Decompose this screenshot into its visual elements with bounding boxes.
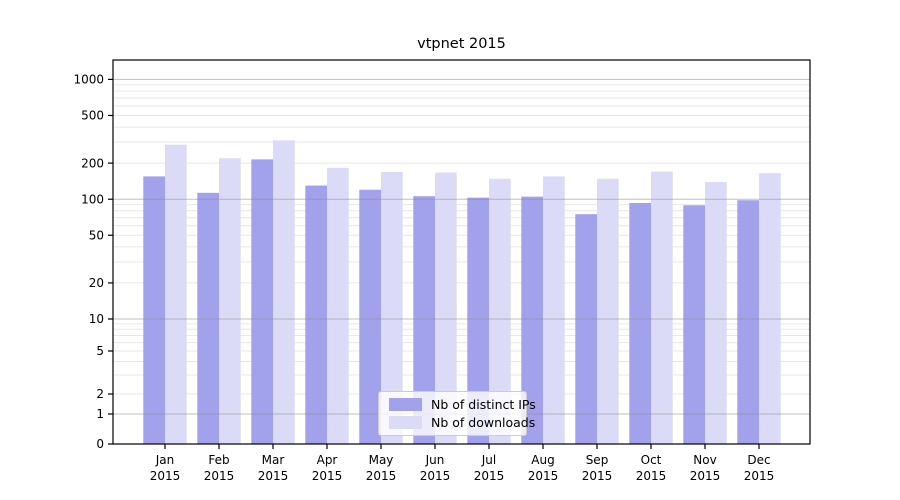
legend-label-downloads: Nb of downloads: [431, 415, 536, 431]
bar-downloads-oct: [651, 171, 673, 444]
bar-downloads-jul: [489, 178, 511, 444]
legend-swatch-distinct-ips: [389, 397, 422, 411]
bar-downloads-nov: [705, 182, 727, 444]
legend-label-distinct-ips: Nb of distinct IPs: [431, 396, 536, 412]
legend-item-downloads: Nb of downloads: [379, 415, 535, 430]
x-tick-label-month: Mar: [262, 453, 285, 467]
bar-downloads-mar: [273, 140, 295, 444]
y-tick-label: 500: [81, 109, 104, 123]
x-tick-label-year: 2015: [420, 469, 451, 483]
bar-distinct-ips-feb: [197, 192, 219, 444]
y-tick-label: 200: [81, 156, 104, 170]
bar-downloads-may: [381, 171, 403, 444]
x-tick-label-month: May: [369, 453, 394, 467]
bar-distinct-ips-sep: [575, 214, 597, 444]
y-tick-label: 0: [96, 437, 104, 451]
x-tick-label-year: 2015: [528, 469, 559, 483]
legend-item-distinct-ips: Nb of distinct IPs: [379, 397, 536, 412]
bar-downloads-jun: [435, 172, 457, 445]
x-tick-label-year: 2015: [258, 469, 289, 483]
x-tick-label-year: 2015: [636, 469, 667, 483]
bar-distinct-ips-jun: [413, 196, 435, 444]
x-tick-label-month: Sep: [586, 453, 609, 467]
bar-distinct-ips-oct: [629, 202, 651, 444]
x-tick-label-year: 2015: [366, 469, 397, 483]
x-tick-label-month: Aug: [531, 453, 554, 467]
x-tick-label-month: Nov: [693, 453, 716, 467]
y-tick-label: 50: [89, 228, 104, 242]
x-tick-label-year: 2015: [204, 469, 235, 483]
bar-distinct-ips-aug: [521, 196, 543, 444]
y-tick-label: 1000: [73, 73, 104, 87]
bar-distinct-ips-jul: [467, 197, 489, 444]
x-tick-label-year: 2015: [474, 469, 505, 483]
x-tick-label-month: Oct: [641, 453, 662, 467]
x-tick-label-month: Jun: [425, 453, 445, 467]
x-tick-label-month: Jul: [481, 453, 496, 467]
y-tick-label: 1: [96, 407, 104, 421]
bar-distinct-ips-may: [359, 189, 381, 444]
x-tick-label-month: Feb: [208, 453, 229, 467]
legend: Nb of distinct IPs Nb of downloads: [378, 391, 536, 436]
y-tick-label: 20: [89, 276, 104, 290]
bar-downloads-sep: [597, 178, 619, 444]
y-tick-label: 100: [81, 192, 104, 206]
bar-downloads-aug: [543, 176, 565, 445]
y-tick-label: 10: [89, 312, 104, 326]
x-tick-label-month: Apr: [317, 453, 338, 467]
bar-distinct-ips-dec: [737, 200, 759, 444]
x-tick-label-year: 2015: [582, 469, 613, 483]
bar-distinct-ips-mar: [251, 159, 273, 444]
legend-swatch-downloads: [389, 416, 422, 430]
x-tick-label-year: 2015: [312, 469, 343, 483]
bar-downloads-jan: [165, 144, 187, 444]
chart-title: vtpnet 2015: [417, 36, 506, 52]
y-tick-label: 5: [96, 344, 104, 358]
bar-distinct-ips-apr: [305, 185, 327, 444]
x-tick-label-month: Dec: [747, 453, 770, 467]
bar-distinct-ips-nov: [683, 205, 705, 444]
bar-distinct-ips-jan: [143, 176, 165, 445]
bar-downloads-dec: [759, 173, 781, 444]
x-tick-label-year: 2015: [150, 469, 181, 483]
bar-downloads-feb: [219, 158, 241, 444]
x-tick-label-year: 2015: [744, 469, 775, 483]
plot-border: [112, 59, 811, 445]
x-tick-label-year: 2015: [690, 469, 721, 483]
x-tick-label-month: Jan: [155, 453, 175, 467]
bar-downloads-apr: [327, 167, 349, 444]
y-tick-label: 2: [96, 387, 104, 401]
